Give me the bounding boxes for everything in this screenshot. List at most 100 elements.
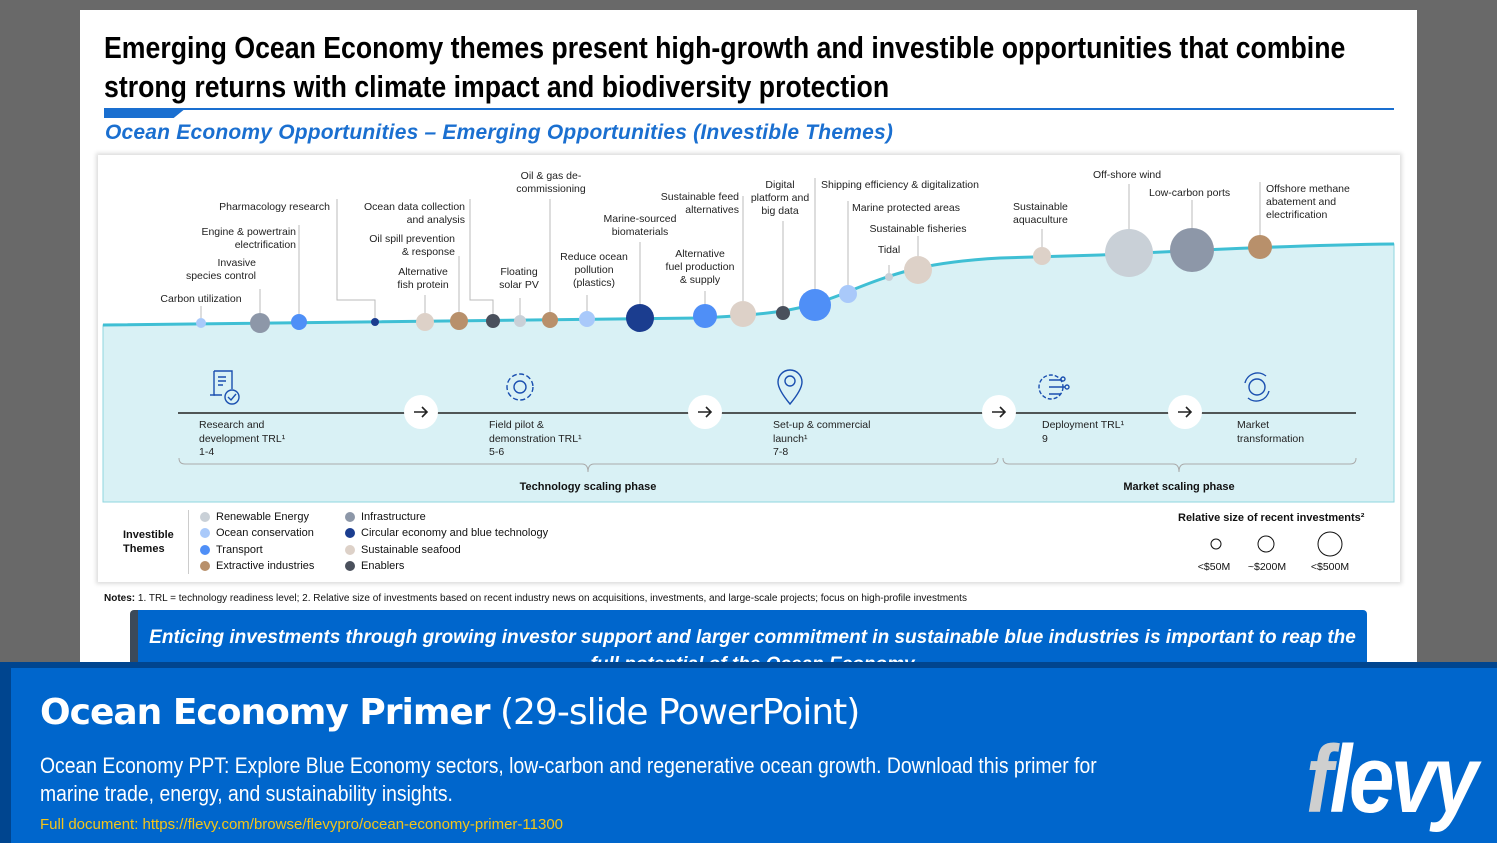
opportunity-label: Engine & powertrain electrification: [201, 226, 296, 251]
legend-label: Ocean conservation: [216, 527, 314, 540]
stage-label: Market transformation: [1237, 419, 1305, 445]
opportunity-bubble: [450, 312, 468, 330]
opportunity-bubble: [1033, 247, 1051, 265]
arrow-right-icon: [414, 406, 429, 418]
arrow-right-icon: [992, 406, 1007, 418]
legend-label: Enablers: [361, 559, 405, 572]
stage-label: Set-up & commercial launch¹ 7-8: [773, 419, 871, 458]
legend-item: Enablers: [345, 560, 404, 572]
title-rule: [104, 108, 1394, 110]
size-small-label: <$50M: [1197, 561, 1231, 573]
size-small-circle: [1210, 538, 1222, 550]
slide-subtitle: Ocean Economy Opportunities – Emerging O…: [105, 121, 894, 144]
opportunity-bubble: [250, 313, 270, 333]
opportunity-bubble: [904, 256, 932, 284]
legend-item: Sustainable seafood: [345, 544, 461, 556]
opportunity-label: Digital platform and big data: [750, 179, 810, 217]
banner-link[interactable]: Full document: https://flevy.com/browse/…: [40, 816, 564, 833]
legend-label: Circular economy and blue technology: [361, 527, 549, 540]
leader-line: [469, 199, 494, 314]
opportunity-label: Offshore methane abatement and electrifi…: [1266, 183, 1350, 221]
opportunity-bubble: [1170, 228, 1214, 272]
opportunity-label: Shipping efficiency & digitalization: [821, 179, 979, 191]
opportunity-label: Oil & gas de- commissioning: [516, 170, 586, 195]
promo-banner: Ocean Economy Primer (29-slide PowerPoin…: [0, 662, 1497, 843]
arrow-right-icon: [1178, 406, 1193, 418]
opportunity-label: Off-shore wind: [1093, 169, 1162, 181]
size-legend-title: Relative size of recent investments²: [1178, 512, 1365, 524]
gear-icon: [506, 373, 534, 401]
opportunity-label: Sustainable fisheries: [869, 223, 967, 235]
title-line-2: strong returns with climate impact and b…: [104, 69, 890, 104]
notes-text: 1. TRL = technology readiness level; 2. …: [137, 593, 967, 604]
legend-item: Ocean conservation: [200, 527, 314, 539]
legend-title: Investible Themes: [123, 529, 174, 555]
opportunity-label: Tidal: [877, 244, 901, 256]
size-large-label: <$500M: [1310, 561, 1350, 573]
banner-description: Ocean Economy PPT: Explore Blue Economy …: [40, 753, 1097, 806]
growth-curve: [102, 242, 1395, 327]
opportunity-label: Marine protected areas: [852, 202, 960, 214]
map-pin-icon: [777, 369, 803, 406]
opportunity-bubble: [416, 313, 434, 331]
legend-dot: [200, 528, 210, 539]
opportunity-bubble: [486, 314, 500, 328]
legend-item: Transport: [200, 544, 263, 556]
size-large-circle: [1317, 531, 1343, 557]
digital-gear-icon: [1038, 374, 1070, 400]
banner-title-main: Ocean Economy Primer: [40, 692, 491, 733]
opportunity-bubble: [730, 301, 756, 327]
flevy-logo: flevy: [1305, 726, 1478, 833]
stage-label: Field pilot & demonstration TRL¹ 5-6: [489, 419, 582, 458]
legend-dot: [200, 560, 210, 571]
notes-label: Notes:: [104, 593, 136, 604]
cycle-icon: [1244, 372, 1270, 402]
opportunity-label: Reduce ocean pollution (plastics): [560, 251, 628, 289]
opportunity-bubble: [371, 318, 379, 326]
opportunity-bubble: [1105, 229, 1153, 277]
opportunity-bubble: [693, 304, 717, 328]
opportunity-label: Low-carbon ports: [1149, 187, 1231, 199]
opportunity-bubble: [626, 304, 654, 332]
legend-dot: [345, 544, 355, 555]
opportunity-bubble: [542, 312, 558, 328]
opportunity-label: Marine-sourced biomaterials: [603, 213, 677, 238]
opportunity-bubble: [291, 314, 307, 330]
legend-item: Infrastructure: [345, 511, 426, 523]
slide-title: Emerging Ocean Economy themes present hi…: [104, 28, 1345, 106]
legend-dot: [200, 544, 210, 555]
opportunity-label: Pharmacology research: [219, 201, 330, 213]
banner-title-suffix: (29-slide PowerPoint): [499, 692, 860, 733]
title-line-1: Emerging Ocean Economy themes present hi…: [104, 30, 1346, 65]
technology-phase-brace: [178, 457, 999, 473]
opportunity-label: Sustainable aquaculture: [1013, 201, 1068, 226]
legend-dot: [200, 512, 210, 522]
banner-title: Ocean Economy Primer (29-slide PowerPoin…: [40, 692, 860, 733]
legend-item: Extractive industries: [200, 560, 314, 572]
opportunity-label: Sustainable feed alternatives: [660, 191, 739, 216]
legend-dot: [345, 560, 355, 571]
legend-divider: [188, 510, 189, 574]
title-rule-tab: [104, 108, 186, 118]
legend-label: Transport: [216, 543, 263, 556]
opportunity-label: Alternative fuel production & supply: [665, 248, 735, 286]
stage-label: Research and development TRL¹ 1-4: [199, 419, 286, 458]
legend-dot: [345, 528, 355, 539]
opportunity-label: Oil spill prevention & response: [369, 233, 455, 258]
opportunity-bubble: [196, 318, 206, 328]
legend-item: Circular economy and blue technology: [345, 527, 548, 539]
opportunity-label: Invasive species control: [185, 257, 256, 282]
opportunity-bubble: [776, 306, 790, 320]
footnotes: Notes: 1. TRL = technology readiness lev…: [104, 593, 967, 604]
water-area: [102, 243, 1395, 503]
opportunity-label: Alternative fish protein: [397, 266, 449, 291]
opportunity-label: Carbon utilization: [160, 293, 242, 305]
opportunity-bubble: [799, 289, 831, 321]
opportunity-bubble: [839, 285, 857, 303]
callout-box: Enticing investments through growing inv…: [130, 610, 1367, 675]
stage-label: Deployment TRL¹ 9: [1042, 419, 1125, 445]
legend-label: Sustainable seafood: [361, 543, 461, 556]
arrow-right-icon: [698, 406, 713, 418]
legend-label: Infrastructure: [361, 511, 426, 523]
